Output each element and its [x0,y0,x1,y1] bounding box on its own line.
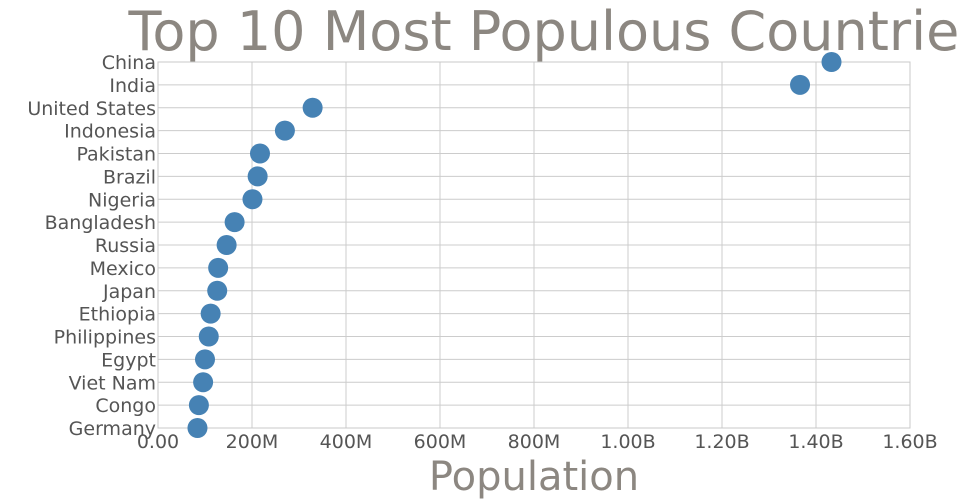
y-tick-label: Brazil [103,166,156,188]
x-tick-label: 1.00B [600,431,655,453]
chart-title: Top 10 Most Populous Countries [128,0,960,63]
y-tick-label: Germany [69,418,156,440]
y-tick-label: Japan [102,281,156,303]
data-point-congo[interactable] [188,395,209,416]
data-point-germany[interactable] [187,418,208,438]
y-tick-label: Russia [95,235,156,257]
plot-frame [157,61,911,429]
y-tick-label: Congo [95,395,156,417]
x-tick-label: 200M [226,431,279,453]
x-tick-label: 1.20B [694,431,749,453]
y-tick-label: Bangladesh [45,212,156,234]
y-tick-label: Mexico [90,258,156,280]
x-tick-label: 0.00 [137,431,179,453]
x-tick-labels: 0.00 200M 400M 600M 800M 1.00B 1.20B 1.40B 1.60B [137,431,938,453]
y-tick-label: Pakistan [76,144,156,166]
x-tick-label: 1.60B [882,431,937,453]
data-point-mexico[interactable] [208,257,229,278]
data-points [187,52,842,438]
data-point-united-states[interactable] [302,97,323,118]
data-point-nigeria[interactable] [242,189,263,210]
data-point-egypt[interactable] [195,349,215,370]
data-point-bangladesh[interactable] [224,212,245,233]
x-tick-label: 800M [508,431,561,453]
x-tick-label: 600M [414,431,467,453]
data-point-indonesia[interactable] [274,120,295,141]
y-tick-label: Viet Nam [69,372,156,394]
grid-lines [157,61,911,429]
data-point-china[interactable] [821,52,842,72]
data-point-viet-nam[interactable] [193,372,214,393]
x-tick-label: 400M [320,431,373,453]
x-tick-label: 1.40B [788,431,843,453]
data-point-india[interactable] [790,74,811,95]
y-tick-label: Indonesia [64,121,156,143]
data-point-philippines[interactable] [198,326,219,347]
data-point-japan[interactable] [207,280,228,301]
y-tick-label: China [102,52,156,74]
x-axis-label: Population [429,454,639,500]
y-tick-label: United States [27,98,156,120]
data-point-russia[interactable] [216,235,237,255]
y-tick-label: Egypt [101,349,156,371]
y-tick-label: India [109,75,156,97]
y-tick-label: Philippines [54,327,156,349]
data-point-brazil[interactable] [247,166,268,187]
y-tick-label: Nigeria [88,189,156,211]
data-point-pakistan[interactable] [249,143,270,164]
data-point-ethiopia[interactable] [200,303,221,324]
y-tick-label: Ethiopia [79,304,156,326]
